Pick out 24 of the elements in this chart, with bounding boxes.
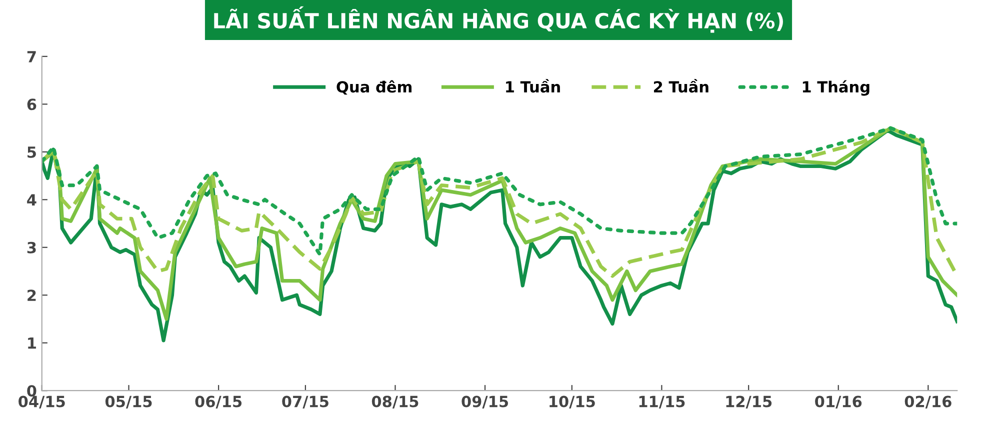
- y-tick-label: 2: [28, 290, 36, 301]
- x-tick-label: 06/15: [195, 396, 242, 408]
- legend-label: 1 Tuần: [506, 79, 560, 93]
- legend-label: 1 Tháng: [802, 80, 870, 96]
- x-tick-label: 07/15: [282, 396, 328, 408]
- y-tick-label: 0: [27, 385, 36, 397]
- x-tick-label: 11/15: [639, 396, 685, 408]
- legend-label: 2 Tuần: [654, 79, 708, 93]
- x-tick-label: 04/15: [18, 396, 65, 408]
- x-tick-label: 05/15: [105, 396, 152, 408]
- y-tick-label: 7: [27, 51, 36, 62]
- x-tick-label: 12/15: [726, 396, 772, 408]
- y-tick-label: 4: [27, 194, 36, 206]
- y-tick-label: 1: [28, 338, 36, 349]
- x-tick-label: 01/16: [815, 396, 862, 408]
- y-tick-label: 6: [27, 98, 36, 110]
- y-tick-label: 5: [28, 146, 36, 158]
- x-tick-label: 09/15: [462, 396, 508, 408]
- x-tick-label: 10/15: [550, 396, 595, 408]
- x-tick-label: 02/16: [904, 396, 952, 408]
- chart-title: LÃI SUẤT LIÊN NGÂN HÀNG QUA CÁC KỲ HẠN (%): [214, 6, 783, 33]
- x-tick-label: 08/15: [372, 396, 418, 408]
- y-tick-label: 3: [27, 242, 36, 254]
- legend-label: Qua đêm: [336, 80, 412, 95]
